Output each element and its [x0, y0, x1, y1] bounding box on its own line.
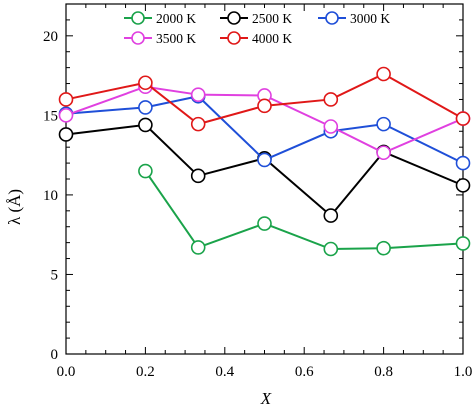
y-tick-label: 5 — [51, 267, 59, 283]
y-tick-label: 10 — [43, 188, 58, 204]
legend-swatch-marker — [227, 11, 241, 25]
y-tick-label: 20 — [43, 29, 58, 45]
legend-swatch-marker — [325, 11, 339, 25]
data-point — [376, 66, 391, 82]
y-tick-label: 0 — [51, 347, 59, 363]
data-point — [58, 108, 74, 123]
data-point — [323, 119, 339, 134]
data-point — [190, 87, 206, 102]
x-tick-label: 1.0 — [454, 364, 473, 380]
legend-label: 4000 K — [252, 31, 292, 46]
data-point — [376, 116, 391, 132]
data-point — [455, 236, 471, 251]
plot-frame — [65, 3, 464, 355]
x-tick-label: 0.0 — [57, 364, 76, 380]
legend-swatch-marker — [227, 31, 241, 45]
data-point — [455, 178, 471, 193]
data-point — [455, 155, 471, 171]
legend-label: 2500 K — [252, 11, 292, 26]
y-tick-label: 15 — [43, 108, 58, 124]
data-point — [257, 98, 272, 114]
data-point — [455, 111, 471, 126]
data-point — [138, 117, 153, 133]
x-tick-label: 0.4 — [215, 364, 234, 380]
legend-label: 3000 K — [350, 11, 390, 26]
x-tick-label: 0.6 — [295, 364, 314, 380]
legend-label: 3500 K — [156, 31, 196, 46]
data-point — [376, 240, 391, 256]
data-point — [323, 241, 339, 257]
x-axis-title: X — [260, 389, 272, 408]
data-point — [138, 100, 153, 115]
data-point — [138, 75, 153, 91]
data-point — [257, 216, 272, 231]
data-point — [138, 163, 153, 179]
x-tick-label: 0.2 — [136, 364, 155, 380]
data-point — [323, 208, 339, 223]
data-point — [323, 92, 339, 107]
data-point — [190, 116, 206, 132]
data-point — [190, 240, 206, 255]
y-axis-title: λ (Å) — [5, 189, 24, 225]
legend-swatch-marker — [131, 31, 145, 45]
series-line — [144, 170, 464, 251]
data-point — [376, 145, 391, 161]
data-point — [58, 127, 74, 142]
legend-swatch-marker — [131, 11, 145, 25]
plot-area: 0.0 0.2 0.4 0.6 0.8 1.0 0 5 10 15 20 2000 K 2500 K 30… — [43, 3, 473, 380]
legend-label: 2000 K — [156, 11, 196, 26]
series-line — [65, 123, 464, 218]
x-tick-label: 0.8 — [374, 364, 393, 380]
data-point — [58, 92, 74, 107]
data-point — [190, 168, 206, 184]
data-point — [257, 152, 272, 168]
